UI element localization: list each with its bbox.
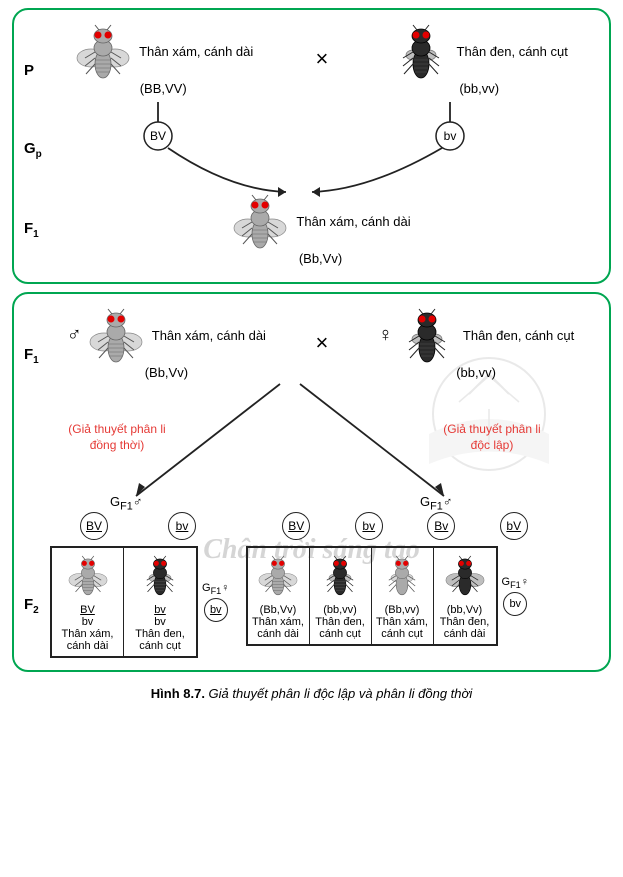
cross-symbol-2: ×: [300, 330, 345, 356]
f2-left-cell-1: bv bv Thân đen,cánh cụt: [124, 548, 196, 656]
figure-caption: Hình 8.7. Giả thuyết phân li độc lập và …: [0, 686, 623, 701]
gamete-right-2: Bv: [427, 512, 455, 540]
f2-right-cell-2: (Bb,vv) Thân xám,cánh cụt: [372, 548, 434, 644]
panel-f1-f2: F1 ♂ Thân xám, cánh dài (Bb,Vv) × ♀ Thân…: [12, 292, 611, 672]
f2-right-cell-3: (bb,Vv) Thân đen,cánh dài: [434, 548, 496, 644]
label-gp: Gp: [24, 140, 50, 160]
male-symbol: ♂: [67, 324, 82, 347]
parent-right-genotype: (bb,vv): [459, 81, 499, 96]
f1-female-genotype: (bb,vv): [456, 365, 496, 380]
gf1-female-right: GF1♀ bv: [502, 576, 530, 616]
gamete-right-0: BV: [282, 512, 310, 540]
label-p: P: [24, 62, 50, 79]
f1-phenotype: Thân xám, cánh dài: [296, 214, 410, 229]
f1-female: ♀ Thân đen, cánh cụt (bb,vv): [378, 306, 574, 380]
hypothesis-right: (Giả thuyết phân liđộc lập): [427, 422, 557, 453]
parent-left-phenotype: Thân xám, cánh dài: [139, 44, 253, 59]
gamete-left-0: BV: [80, 512, 108, 540]
hypothesis-left: (Giả thuyết phân liđồng thời): [52, 422, 182, 453]
gamete-right-3: bV: [500, 512, 528, 540]
f2-right-cell-0: (Bb,Vv) Thân xám,cánh dài: [248, 548, 310, 644]
f1-male-phenotype: Thân xám, cánh dài: [152, 328, 266, 343]
f1-male: ♂ Thân xám, cánh dài (Bb,Vv): [67, 306, 266, 380]
gamete-left: BV: [150, 129, 166, 143]
cross-symbol: ×: [299, 46, 344, 72]
gamete-right: bv: [444, 129, 457, 143]
f1-offspring: Thân xám, cánh dài (Bb,Vv): [230, 192, 410, 266]
label-f2: F2: [24, 596, 50, 616]
f2-grid-left: BV bv Thân xám,cánh dài bv bv Thân đen,c…: [50, 546, 198, 658]
label-f1-2: F1: [24, 346, 50, 366]
f2-grid-right: (Bb,Vv) Thân xám,cánh dài (bb,vv) Thân đ…: [246, 546, 498, 646]
f1-female-phenotype: Thân đen, cánh cụt: [463, 328, 574, 343]
f2-left-cell-0: BV bv Thân xám,cánh dài: [52, 548, 124, 656]
panel-p-f1: P Thân xám, cánh dài (BB,VV) × Thân đen,…: [12, 8, 611, 284]
g-f1-male-right: GF1♂: [420, 494, 453, 513]
parent-left: Thân xám, cánh dài (BB,VV): [73, 22, 253, 96]
f1-male-genotype: (Bb,Vv): [145, 365, 188, 380]
female-symbol: ♀: [378, 324, 393, 347]
parent-right: Thân đen, cánh cụt (bb,vv): [391, 22, 568, 96]
gf1-female-left: GF1♀ bv: [202, 582, 230, 622]
parent-left-genotype: (BB,VV): [140, 81, 187, 96]
gamete-right-1: bv: [355, 512, 383, 540]
parent-right-phenotype: Thân đen, cánh cụt: [457, 44, 568, 59]
f1-genotype: (Bb,Vv): [299, 251, 342, 266]
gamete-left-1: bv: [168, 512, 196, 540]
g-f1-male-left: GF1♂: [110, 494, 143, 513]
label-f1: F1: [24, 220, 50, 240]
f2-right-cell-1: (bb,vv) Thân đen,cánh cụt: [310, 548, 372, 644]
